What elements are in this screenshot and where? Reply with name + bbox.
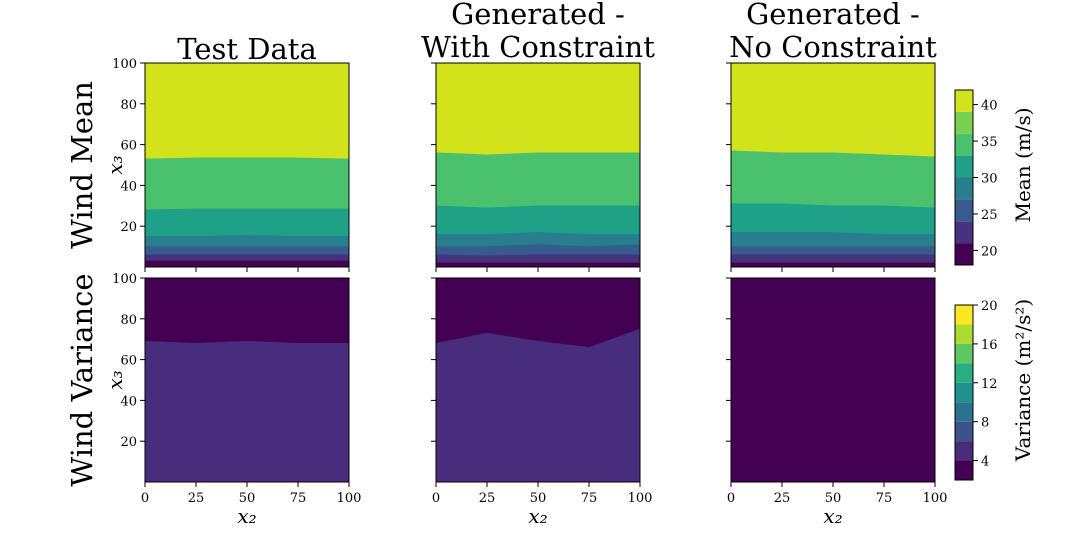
y-axis-label-top: x₃ <box>103 155 127 174</box>
y-tick-label: 60 <box>120 139 137 154</box>
panel-variance-no-constraint: 0 25 50 75 100 <box>726 277 948 506</box>
panel-mean-no-constraint <box>726 62 936 272</box>
x-tick-label: 100 <box>628 491 653 506</box>
column-title-line: No Constraint <box>729 30 937 64</box>
y-tick-label: 100 <box>112 272 137 287</box>
column-title-test-data: Test Data <box>177 32 317 66</box>
x-axis-label-col-1: x₂ <box>528 504 547 528</box>
y-tick-label: 100 <box>112 57 137 72</box>
colorbar-segment <box>955 111 973 134</box>
x-tick-label: 50 <box>530 491 547 506</box>
x-axis-label-col-2: x₂ <box>823 504 842 528</box>
colorbar-segment <box>955 343 973 364</box>
y-tick-label: 60 <box>120 354 137 369</box>
y-tick-label: 80 <box>120 98 137 113</box>
colorbar-segment <box>955 402 973 422</box>
x-tick-label: 25 <box>774 491 791 506</box>
colorbar-segment <box>955 155 973 178</box>
contour-band <box>145 260 349 267</box>
x-tick-label: 0 <box>432 491 440 506</box>
colorbar-segment <box>955 199 973 222</box>
colorbar-segment <box>955 243 973 265</box>
row-label-wind-variance: Wind Variance <box>65 273 99 486</box>
y-tick-label: 40 <box>120 179 137 194</box>
x-axis-label-col-0: x₂ <box>237 504 256 528</box>
colorbar-segment <box>955 177 973 200</box>
colorbar-tick-label: 25 <box>981 208 998 223</box>
colorbar-tick-label: 30 <box>981 172 998 187</box>
colorbar-segment <box>955 421 973 442</box>
contour-band <box>145 340 349 482</box>
contour-band <box>731 298 935 482</box>
colorbar-label-mean: Mean (m/s) <box>1011 107 1035 222</box>
colorbar-mean: 20 25 30 35 40 <box>954 89 998 266</box>
contour-band <box>731 262 935 267</box>
panel-mean-test-data: 20 40 60 80 100 <box>112 57 350 272</box>
x-tick-label: 0 <box>141 491 149 506</box>
column-title-line: Generated - <box>451 0 625 31</box>
x-tick-label: 25 <box>479 491 496 506</box>
panel-variance-test-data: 20 40 60 80 100 0 25 50 75 100 <box>112 272 361 506</box>
colorbar-segment <box>955 133 973 156</box>
y-tick-label: 20 <box>120 435 137 450</box>
column-title-with-constraint: Generated - With Constraint <box>421 0 655 64</box>
x-tick-label: 50 <box>825 491 842 506</box>
colorbar-tick-label: 40 <box>981 99 998 114</box>
panel-variance-with-constraint: 0 25 50 75 100 <box>431 277 653 506</box>
colorbar-frame <box>954 304 974 481</box>
colorbar-segment <box>955 221 973 244</box>
column-title-no-constraint: Generated - No Constraint <box>729 0 937 64</box>
panel-mean-with-constraint <box>431 62 641 272</box>
y-tick-label: 80 <box>120 313 137 328</box>
colorbar-segment <box>955 363 973 383</box>
colorbar-tick-label: 16 <box>981 338 998 353</box>
y-tick-label: 40 <box>120 394 137 409</box>
contour-band <box>436 262 640 267</box>
y-axis-label-bottom: x₃ <box>103 370 127 389</box>
row-label-wind-mean: Wind Mean <box>65 81 99 249</box>
colorbar-tick-label: 20 <box>981 244 998 259</box>
x-tick-label: 50 <box>239 491 256 506</box>
colorbar-tick-label: 4 <box>981 455 989 470</box>
colorbar-segment <box>955 90 973 112</box>
column-title-line: Test Data <box>177 32 317 66</box>
x-tick-label: 25 <box>188 491 205 506</box>
column-title-line: Generated - <box>746 0 920 31</box>
colorbar-segment <box>955 460 973 480</box>
colorbar-tick-label: 35 <box>981 135 998 150</box>
x-tick-label: 75 <box>876 491 893 506</box>
colorbar-tick-label: 12 <box>981 377 998 392</box>
colorbar-tick-label: 8 <box>981 416 989 431</box>
colorbar-segment <box>955 382 973 403</box>
x-tick-label: 75 <box>581 491 598 506</box>
colorbar-segment <box>955 324 973 344</box>
x-tick-label: 100 <box>337 491 362 506</box>
contour-band <box>436 328 640 482</box>
colorbar-variance: 4 8 12 16 20 <box>954 299 998 481</box>
colorbar-segment <box>955 305 973 325</box>
colorbar-tick-label: 20 <box>981 299 998 314</box>
column-title-line: With Constraint <box>421 30 655 64</box>
x-tick-label: 75 <box>290 491 307 506</box>
colorbar-label-variance: Variance (m²/s²) <box>1011 299 1035 462</box>
colorbar-segment <box>955 441 973 461</box>
x-tick-label: 0 <box>727 491 735 506</box>
x-tick-label: 100 <box>923 491 948 506</box>
y-tick-label: 20 <box>120 220 137 235</box>
